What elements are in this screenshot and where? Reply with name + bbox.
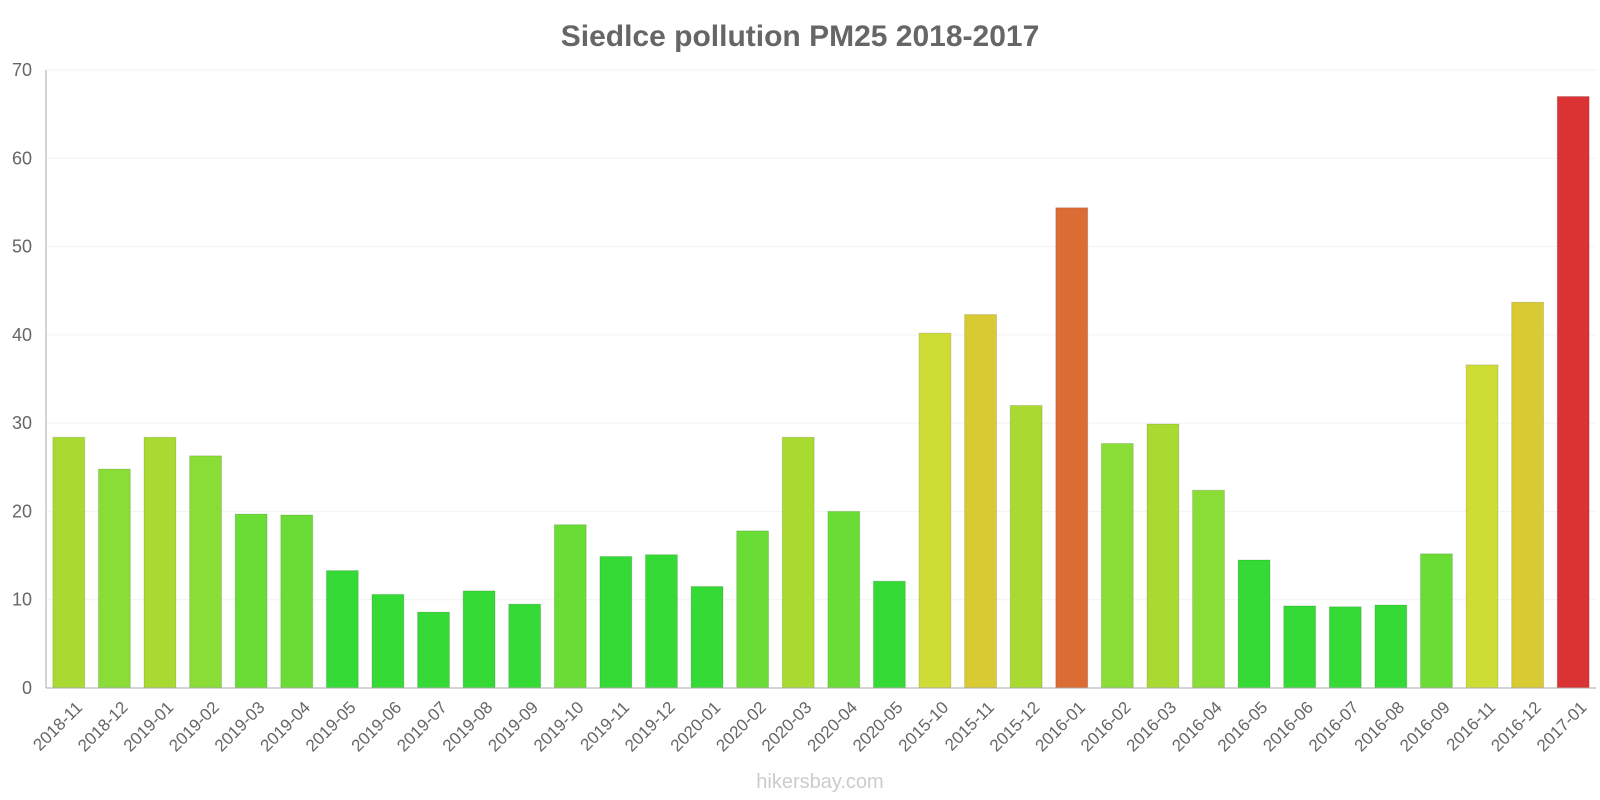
y-tick-label: 70	[12, 60, 32, 80]
bar-2015-10[interactable]	[918, 332, 952, 689]
x-tick-label: 2016-08	[1351, 698, 1409, 756]
x-tick-label: 2016-04	[1168, 698, 1226, 756]
bar-2019-03[interactable]	[234, 513, 268, 689]
bar-2018-12[interactable]	[97, 468, 131, 689]
x-tick-label: 2019-01	[120, 698, 178, 756]
bar-2019-06[interactable]	[371, 593, 405, 689]
x-tick-label: 2020-02	[712, 698, 770, 756]
bar-2015-12[interactable]	[1009, 404, 1043, 689]
x-tick-label: 2019-04	[256, 698, 314, 756]
x-tick-label: 2019-06	[348, 698, 406, 756]
bar-2020-03[interactable]	[781, 436, 815, 689]
y-tick-label: 60	[12, 148, 32, 168]
x-tick-label: 2018-12	[74, 698, 132, 756]
y-tick-label: 30	[12, 413, 32, 433]
x-tick-label: 2016-03	[1123, 698, 1181, 756]
bar-2019-11[interactable]	[599, 555, 633, 689]
bar-2020-05[interactable]	[872, 580, 906, 689]
bar-2019-02[interactable]	[189, 455, 223, 689]
bar-2015-11[interactable]	[964, 314, 998, 689]
x-tick-label: 2015-12	[986, 698, 1044, 756]
x-tick-label: 2019-03	[211, 698, 269, 756]
bar-2019-08[interactable]	[462, 590, 496, 689]
x-tick-label: 2019-05	[302, 698, 360, 756]
x-tick-label: 2016-09	[1396, 698, 1454, 756]
bar-2016-07[interactable]	[1328, 606, 1362, 689]
y-tick-label: 0	[22, 678, 32, 698]
y-axis-ticks: 0 10 20 30 40 50 60 70	[12, 60, 32, 698]
bar-2016-12[interactable]	[1511, 301, 1545, 689]
bar-2016-02[interactable]	[1100, 442, 1134, 689]
x-tick-label: 2016-06	[1259, 698, 1317, 756]
bar-2017-01[interactable]	[1556, 95, 1590, 689]
y-tick-label: 20	[12, 501, 32, 521]
grid-lines	[46, 69, 1596, 601]
x-tick-label: 2020-01	[667, 698, 725, 756]
bar-2016-08[interactable]	[1374, 604, 1408, 689]
y-tick-label: 40	[12, 325, 32, 345]
x-tick-label: 2019-07	[393, 698, 451, 756]
y-tick-label: 50	[12, 237, 32, 257]
x-tick-label: 2016-01	[1031, 698, 1089, 756]
x-tick-label: 2019-12	[621, 698, 679, 756]
bar-2019-07[interactable]	[417, 611, 450, 689]
x-tick-label: 2019-09	[484, 698, 542, 756]
x-tick-label: 2016-05	[1214, 698, 1272, 756]
x-tick-label: 2016-12	[1487, 698, 1545, 756]
x-tick-label: 2016-02	[1077, 698, 1135, 756]
x-tick-label: 2016-07	[1305, 698, 1363, 756]
x-tick-label: 2019-10	[530, 698, 588, 756]
watermark: hikersbay.com	[756, 771, 883, 793]
bar-2016-01[interactable]	[1055, 207, 1089, 689]
x-tick-label: 2015-10	[895, 698, 953, 756]
chart-title: Siedlce pollution PM25 2018-2017	[561, 20, 1040, 53]
bar-2016-11[interactable]	[1465, 364, 1499, 689]
bar-2019-12[interactable]	[644, 554, 678, 689]
x-tick-label: 2020-04	[804, 698, 862, 756]
bar-2016-06[interactable]	[1283, 605, 1317, 689]
x-tick-label: 2020-03	[758, 698, 816, 756]
bar-2019-10[interactable]	[553, 524, 587, 689]
bar-2020-01[interactable]	[690, 585, 724, 689]
bar-2016-04[interactable]	[1192, 489, 1225, 689]
x-tick-label: 2017-01	[1533, 698, 1591, 756]
bar-2019-09[interactable]	[508, 603, 542, 689]
bars	[52, 95, 1590, 689]
bar-2016-03[interactable]	[1146, 423, 1180, 689]
bar-2020-04[interactable]	[827, 510, 861, 689]
x-tick-label: 2020-05	[849, 698, 907, 756]
bar-2016-05[interactable]	[1237, 559, 1271, 689]
bar-2020-02[interactable]	[736, 530, 770, 689]
x-axis-labels: 2018-112018-122019-012019-022019-032019-…	[29, 698, 1590, 756]
x-tick-label: 2019-08	[439, 698, 497, 756]
bar-2019-05[interactable]	[325, 570, 359, 689]
bar-2018-11[interactable]	[52, 436, 86, 689]
bar-2019-01[interactable]	[143, 436, 177, 689]
x-tick-label: 2019-02	[165, 698, 223, 756]
bar-2019-04[interactable]	[280, 514, 314, 689]
bar-2016-09[interactable]	[1419, 553, 1453, 689]
y-tick-label: 10	[12, 590, 32, 610]
